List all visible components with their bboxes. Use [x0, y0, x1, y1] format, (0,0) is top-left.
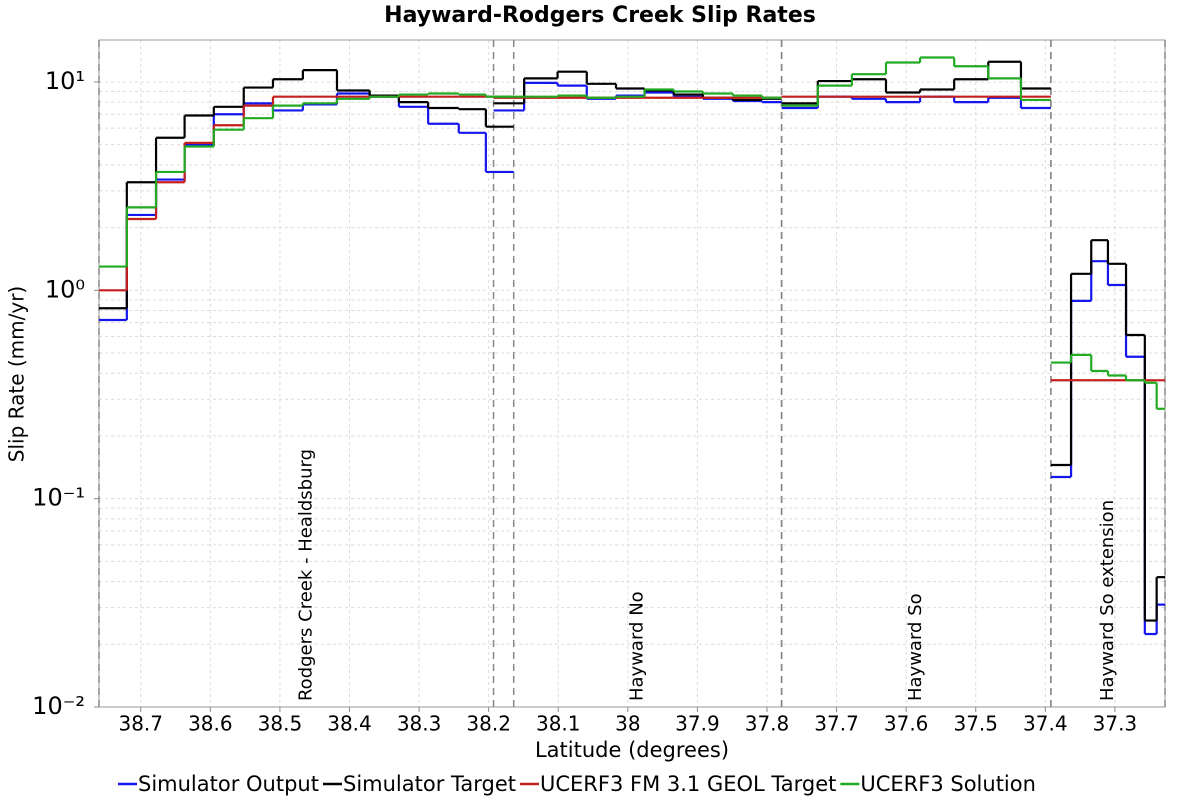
x-tick-label: 38.1 — [536, 712, 581, 736]
chart-title: Hayward-Rodgers Creek Slip Rates — [384, 3, 816, 28]
x-tick-label: 38.4 — [327, 712, 372, 736]
y-axis-label: Slip Rate (mm/yr) — [5, 286, 29, 462]
section-label: Rodgers Creek - Healdsburg — [295, 449, 316, 701]
y-tick-label: 10⁻² — [32, 692, 85, 720]
y-tick-label: 10⁻¹ — [32, 484, 85, 512]
section-label: Hayward No — [627, 591, 648, 701]
series — [99, 81, 1165, 636]
series — [99, 95, 1165, 382]
x-tick-label: 38 — [615, 712, 640, 736]
section-label: Hayward So — [905, 593, 926, 701]
legend-label: Simulator Target — [343, 772, 516, 796]
x-tick-label: 37.9 — [675, 712, 720, 736]
legend-label: Simulator Output — [138, 772, 319, 796]
x-tick-label: 38.7 — [118, 712, 163, 736]
x-tick-label: 38.5 — [258, 712, 303, 736]
x-tick-label: 38.3 — [397, 712, 442, 736]
plot-frame — [98, 39, 1166, 708]
section-label: Hayward So extension — [1097, 500, 1118, 701]
x-tick-label: 38.6 — [188, 712, 233, 736]
x-tick-label: 37.4 — [1023, 712, 1068, 736]
x-axis-label: Latitude (degrees) — [535, 738, 729, 762]
series — [99, 60, 1165, 622]
x-tick-label: 37.7 — [814, 712, 859, 736]
x-tick-label: 37.8 — [745, 712, 790, 736]
legend-label: UCERF3 Solution — [860, 772, 1036, 796]
y-tick-label: 10⁰ — [45, 275, 85, 303]
y-tick-label: 10¹ — [45, 67, 85, 95]
x-tick-label: 37.6 — [884, 712, 929, 736]
series — [99, 56, 1165, 410]
legend-label: UCERF3 FM 3.1 GEOL Target — [540, 772, 836, 796]
x-tick-label: 37.5 — [953, 712, 998, 736]
x-tick-label: 37.3 — [1093, 712, 1138, 736]
x-tick-label: 38.2 — [466, 712, 511, 736]
